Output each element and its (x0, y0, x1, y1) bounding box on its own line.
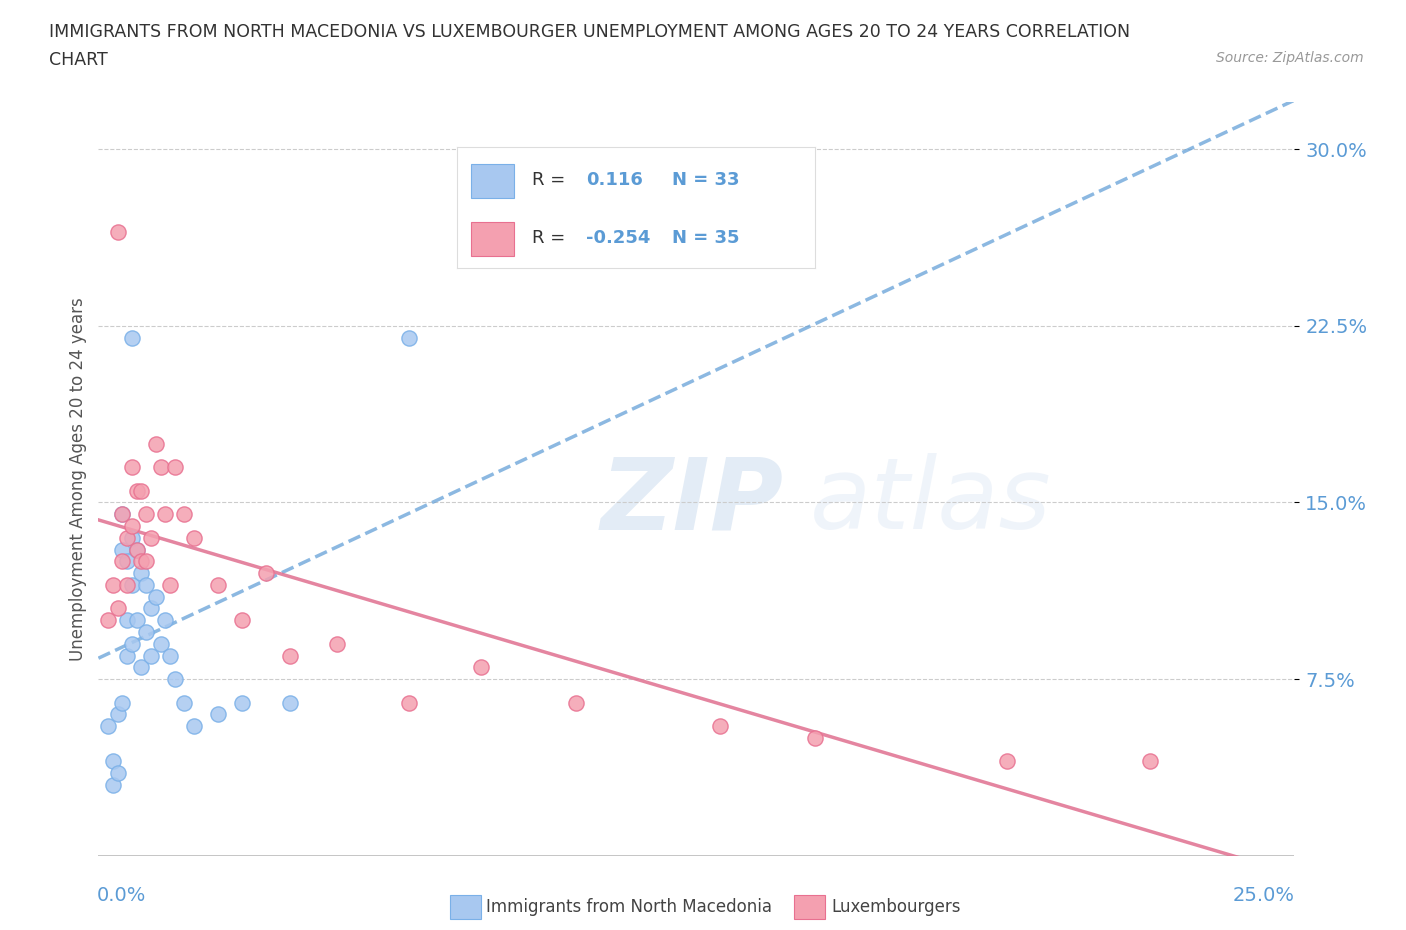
Point (163, 671, 186, 686)
Point (135, 554, 157, 569)
Point (804, 730, 827, 745)
Text: Immigrants from North Macedonia: Immigrants from North Macedonia (486, 897, 772, 916)
Point (145, 436, 167, 451)
Point (121, 330, 143, 345)
Point (107, 224, 129, 239)
Point (115, 648, 138, 663)
Point (97, 613, 120, 628)
Point (709, 719, 731, 734)
Point (470, 660, 492, 675)
Point (278, 695, 301, 710)
Point (139, 530, 162, 545)
Point (121, 530, 143, 545)
Point (139, 601, 162, 616)
Point (115, 554, 138, 569)
Point (101, 754, 124, 769)
Point (107, 765, 129, 780)
Point (155, 507, 177, 522)
Point (398, 695, 420, 710)
Point (326, 636, 349, 651)
Y-axis label: Unemployment Among Ages 20 to 24 years: Unemployment Among Ages 20 to 24 years (69, 297, 87, 661)
Text: IMMIGRANTS FROM NORTH MACEDONIA VS LUXEMBOURGER UNEMPLOYMENT AMONG AGES 20 TO 24: IMMIGRANTS FROM NORTH MACEDONIA VS LUXEM… (49, 23, 1130, 41)
Text: ZIP: ZIP (600, 453, 783, 550)
Point (107, 601, 129, 616)
Point (101, 777, 124, 792)
Point (125, 542, 148, 557)
Point (135, 578, 157, 592)
Point (121, 636, 143, 651)
Point (101, 578, 124, 592)
Point (163, 459, 186, 474)
Point (111, 695, 134, 710)
Point (121, 578, 143, 592)
Point (125, 613, 148, 628)
Point (398, 330, 420, 345)
Point (111, 542, 134, 557)
Point (145, 590, 167, 604)
Point (149, 459, 172, 474)
Point (183, 530, 205, 545)
Point (131, 565, 153, 580)
Point (115, 530, 138, 545)
Point (131, 660, 153, 675)
Point (139, 648, 162, 663)
Point (115, 613, 138, 628)
Text: atlas: atlas (810, 453, 1052, 550)
Point (1139, 754, 1161, 769)
Point (111, 554, 134, 569)
Point (131, 554, 153, 569)
Point (121, 519, 143, 534)
Point (159, 648, 181, 663)
Point (97, 719, 120, 734)
Point (207, 578, 229, 592)
Point (107, 707, 129, 722)
Point (565, 695, 588, 710)
Point (173, 507, 195, 522)
Point (183, 719, 205, 734)
Point (155, 613, 177, 628)
Point (111, 507, 134, 522)
Point (135, 507, 157, 522)
Point (135, 625, 157, 640)
Text: Luxembourgers: Luxembourgers (831, 897, 960, 916)
Point (131, 484, 153, 498)
Point (173, 695, 195, 710)
Point (125, 484, 148, 498)
Text: Source: ZipAtlas.com: Source: ZipAtlas.com (1216, 51, 1364, 65)
Point (115, 578, 138, 592)
Text: 0.0%: 0.0% (97, 885, 146, 905)
Point (231, 695, 253, 710)
Point (125, 542, 148, 557)
Point (254, 565, 277, 580)
Text: CHART: CHART (49, 51, 108, 69)
Point (207, 707, 229, 722)
Point (149, 636, 172, 651)
Point (995, 754, 1018, 769)
Point (231, 613, 253, 628)
Point (159, 578, 181, 592)
Point (278, 648, 301, 663)
Point (111, 507, 134, 522)
Text: 25.0%: 25.0% (1233, 885, 1295, 905)
Point (121, 459, 143, 474)
